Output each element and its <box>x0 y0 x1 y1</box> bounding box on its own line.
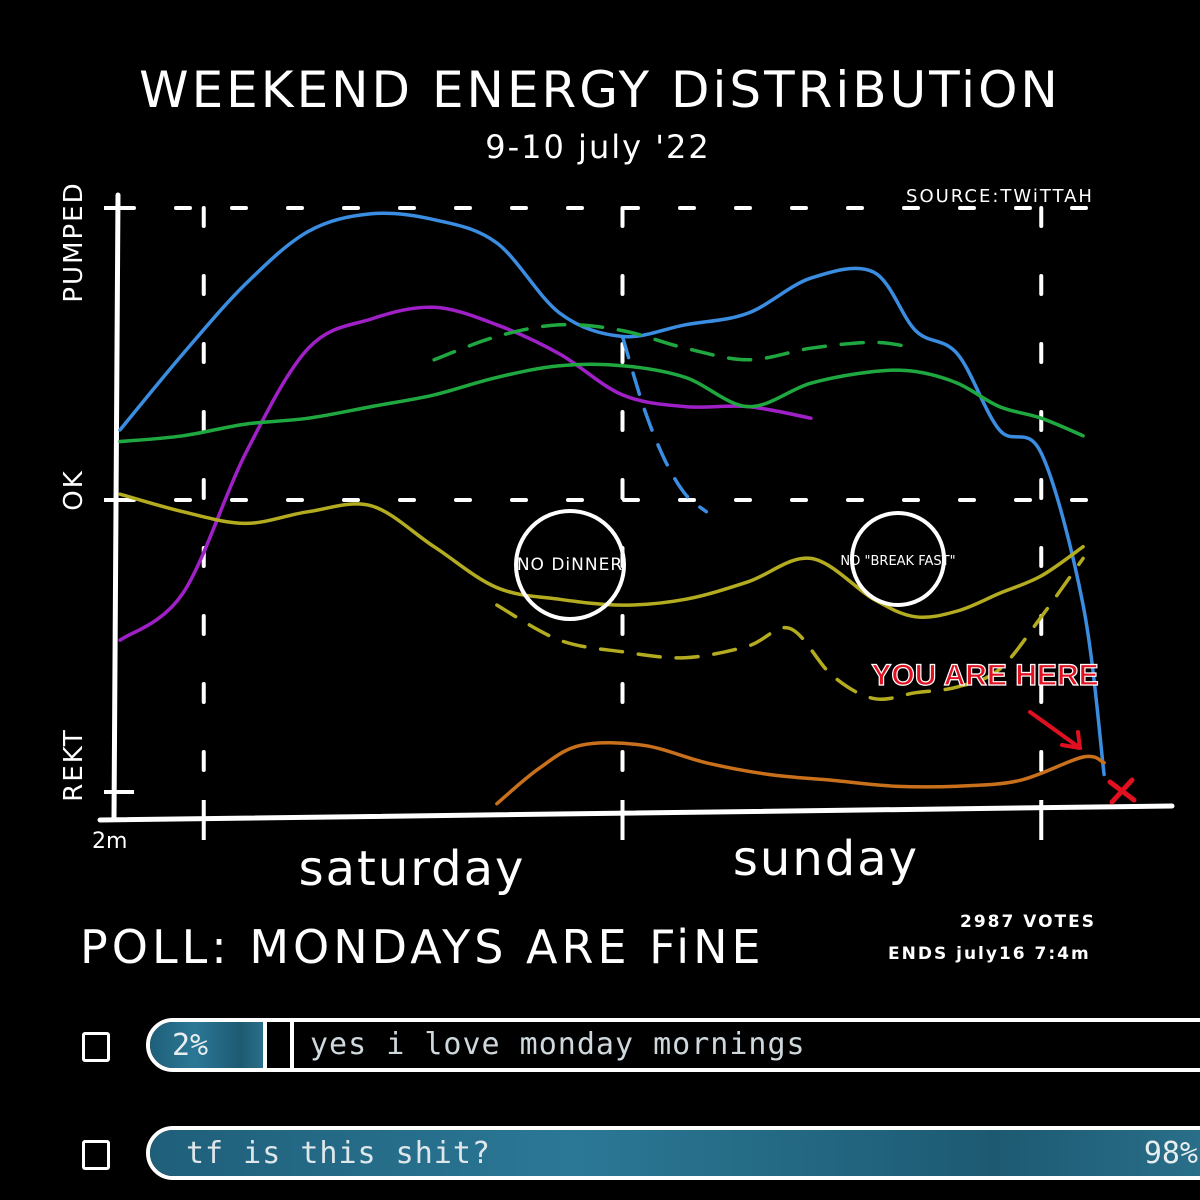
series-line-2 <box>118 305 813 642</box>
checkbox-icon[interactable] <box>82 1140 110 1170</box>
poll-option-1-percent: 2% <box>172 1028 209 1063</box>
y-axis <box>111 192 121 821</box>
series-line-4 <box>432 322 918 362</box>
chart-source: SOURCE:TWiTTAH <box>906 186 1094 207</box>
day-label-saturday: saturday <box>299 841 526 897</box>
annotation-no-dinner: NO DiNNER <box>514 509 626 621</box>
poll-title: POLL: MONDAYS ARE FiNE <box>80 920 765 974</box>
chart-subtitle: 9-10 july '22 <box>485 128 710 166</box>
series-line-1 <box>620 334 709 514</box>
series-line-0 <box>118 211 1106 777</box>
day-label-sunday: sunday <box>733 831 919 887</box>
you-are-here-arrow <box>1028 710 1082 750</box>
annotation-you-are-here: YOU ARE HERE <box>871 658 1137 805</box>
series-line-5 <box>118 492 1085 620</box>
y-tick-label-ok: OK <box>59 469 89 511</box>
poll-option-2-bar[interactable]: tf is this shit? 98% <box>146 1126 1200 1180</box>
poll-option-1-label: yes i love monday mornings <box>290 1022 806 1068</box>
annotation-no-breakfast: NO "BREAK FAST" <box>840 511 956 607</box>
annotation-no-dinner-text: NO DiNNER <box>517 555 623 575</box>
x-axis <box>97 803 1175 823</box>
y-tick-label-rekt: REKT <box>59 728 89 801</box>
checkbox-icon[interactable] <box>82 1032 110 1062</box>
annotation-no-breakfast-text: NO "BREAK FAST" <box>840 554 955 569</box>
poll-ends: ENDS july16 7:4m <box>888 944 1091 964</box>
poll-votes: 2987 VOTES <box>960 912 1096 932</box>
annotation-you-are-here-text: YOU ARE HERE <box>871 659 1098 692</box>
poll-option-2-fill <box>150 1130 1200 1176</box>
you-are-here-x-mark <box>1107 777 1137 805</box>
chart-title: WEEKEND ENERGY DiSTRiBUTiON <box>139 61 1061 119</box>
poll-option-1-bar[interactable]: 2% yes i love monday mornings <box>146 1018 1200 1072</box>
y-tick-label-pumped: PUMPED <box>59 181 89 302</box>
chart-series <box>118 211 1106 806</box>
poll-option-2-label: tf is this shit? <box>186 1136 491 1171</box>
poll-option-2-percent: 98% <box>1143 1136 1198 1171</box>
series-line-7 <box>495 741 1106 806</box>
series-line-6 <box>495 556 1085 702</box>
series-line-3 <box>118 362 1085 444</box>
x-start-label: 2m <box>92 829 127 854</box>
poll-option-1-fill <box>150 1022 268 1068</box>
chart-axes <box>97 192 1175 823</box>
